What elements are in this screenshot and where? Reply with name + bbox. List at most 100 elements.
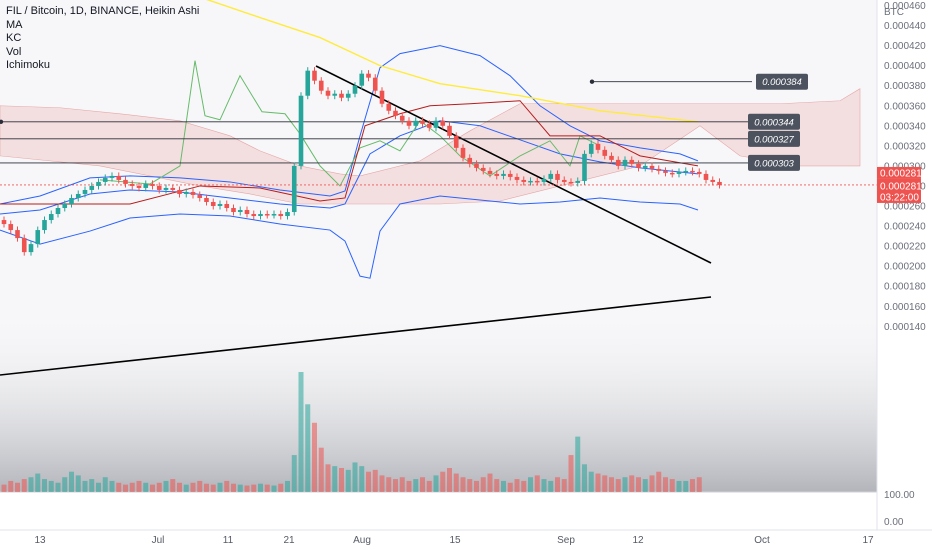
level-label-box-0[interactable] [756, 73, 808, 90]
candle-body [420, 120, 425, 124]
indicator-ma-label[interactable]: MA [6, 18, 23, 31]
volume-bar [21, 479, 27, 492]
indicator-ichimoku-label[interactable]: Ichimoku [6, 59, 51, 71]
candle-body [264, 214, 270, 216]
date-tick-label: 17 [862, 535, 874, 546]
price-tick-label: 0.000420 [884, 41, 926, 52]
candle-body [197, 194, 203, 198]
candle-body [609, 155, 614, 160]
candle-body [271, 214, 277, 216]
candle-body [291, 165, 297, 213]
price-tick-label: 0.000460 [884, 1, 926, 12]
candle-body [224, 203, 230, 209]
candle-body [35, 230, 41, 245]
indicator-kc-label[interactable]: KC [6, 32, 22, 44]
date-tick-label: 11 [223, 535, 234, 546]
candle-body [656, 168, 662, 171]
candle-body [204, 197, 209, 202]
candle-body [521, 179, 527, 182]
candle-body [528, 180, 533, 183]
candle-body [683, 170, 689, 173]
volume-bar [116, 482, 122, 492]
level-label-box-3[interactable] [748, 154, 800, 171]
candle-body [116, 175, 122, 180]
candle-body [48, 214, 54, 221]
candle-body [575, 180, 581, 183]
volume-bar [696, 477, 702, 492]
date-tick-label: Oct [754, 535, 770, 546]
candle-body [406, 120, 412, 126]
candle-body [507, 173, 513, 177]
ichimoku-lagging-span [99, 60, 601, 187]
volume-bar [521, 480, 527, 492]
candle-body [676, 171, 682, 174]
level-label-2: 0.000327 [754, 134, 794, 145]
candle-body [150, 183, 155, 186]
volume-bar [345, 469, 351, 492]
candle-body [352, 85, 358, 94]
volume-pane-bg [0, 492, 877, 528]
candle-body [568, 181, 574, 184]
volume-bar [595, 473, 601, 492]
volume-bar [69, 471, 74, 492]
candle-body [298, 95, 304, 166]
volume-bar [487, 473, 493, 492]
price-tick-label: 0.000160 [884, 302, 926, 313]
candle-body [669, 172, 675, 175]
moving-average-line [206, 0, 699, 123]
candle-body [55, 208, 61, 215]
current-price-tag[interactable] [877, 178, 921, 203]
candle-body [413, 120, 419, 126]
level-label-box-2[interactable] [748, 130, 800, 147]
candle-body [393, 110, 398, 116]
volume-bar [62, 477, 68, 492]
candle-body [534, 180, 540, 183]
candle-body [62, 203, 68, 209]
current-price-tag-upper[interactable] [877, 166, 921, 179]
volume-bar [642, 479, 648, 492]
price-tick-label: 0.000220 [884, 242, 926, 253]
volume-bar [669, 479, 675, 492]
candle-body [136, 185, 142, 188]
candle-body [177, 189, 182, 194]
candle-body [548, 173, 554, 179]
volume-bar [582, 464, 587, 492]
volume-bar [656, 471, 662, 492]
candle-body [21, 238, 27, 253]
candle-body [595, 143, 601, 150]
volume-bar [129, 482, 135, 492]
countdown-label: 03:22:00 [880, 192, 919, 203]
volume-bar [339, 468, 344, 492]
candle-body [622, 159, 628, 166]
candle-body [82, 189, 88, 194]
candle-body [42, 220, 47, 231]
candle-body [258, 214, 263, 217]
volume-bar [372, 469, 378, 492]
volume-bar [244, 485, 250, 492]
candle-body [514, 176, 520, 180]
candle-body [1, 220, 7, 225]
candle-body [426, 123, 432, 128]
price-tick-label: 0.000360 [884, 101, 926, 112]
candle-body [312, 70, 317, 81]
volume-bar [305, 404, 311, 492]
candle-body [345, 93, 351, 98]
volume-bar [75, 475, 81, 492]
candle-body [366, 73, 371, 78]
candle-body [143, 183, 149, 188]
chart-legend: FIL / Bitcoin, 1D, BINANCE, Heikin Ashi … [6, 5, 199, 73]
level-label-box-1[interactable] [748, 113, 800, 130]
indicator-vol-label[interactable]: Vol [6, 45, 22, 58]
volume-bar [251, 484, 257, 492]
candle-body [717, 181, 722, 185]
candle-body [379, 90, 385, 104]
candle-body [561, 179, 567, 182]
volume-bar [8, 480, 14, 492]
volume-bar [318, 447, 324, 492]
date-tick-label: 21 [283, 535, 295, 546]
candle-body [339, 93, 344, 98]
price-tick-label: 0.000440 [884, 21, 926, 32]
candle-body [474, 163, 479, 168]
